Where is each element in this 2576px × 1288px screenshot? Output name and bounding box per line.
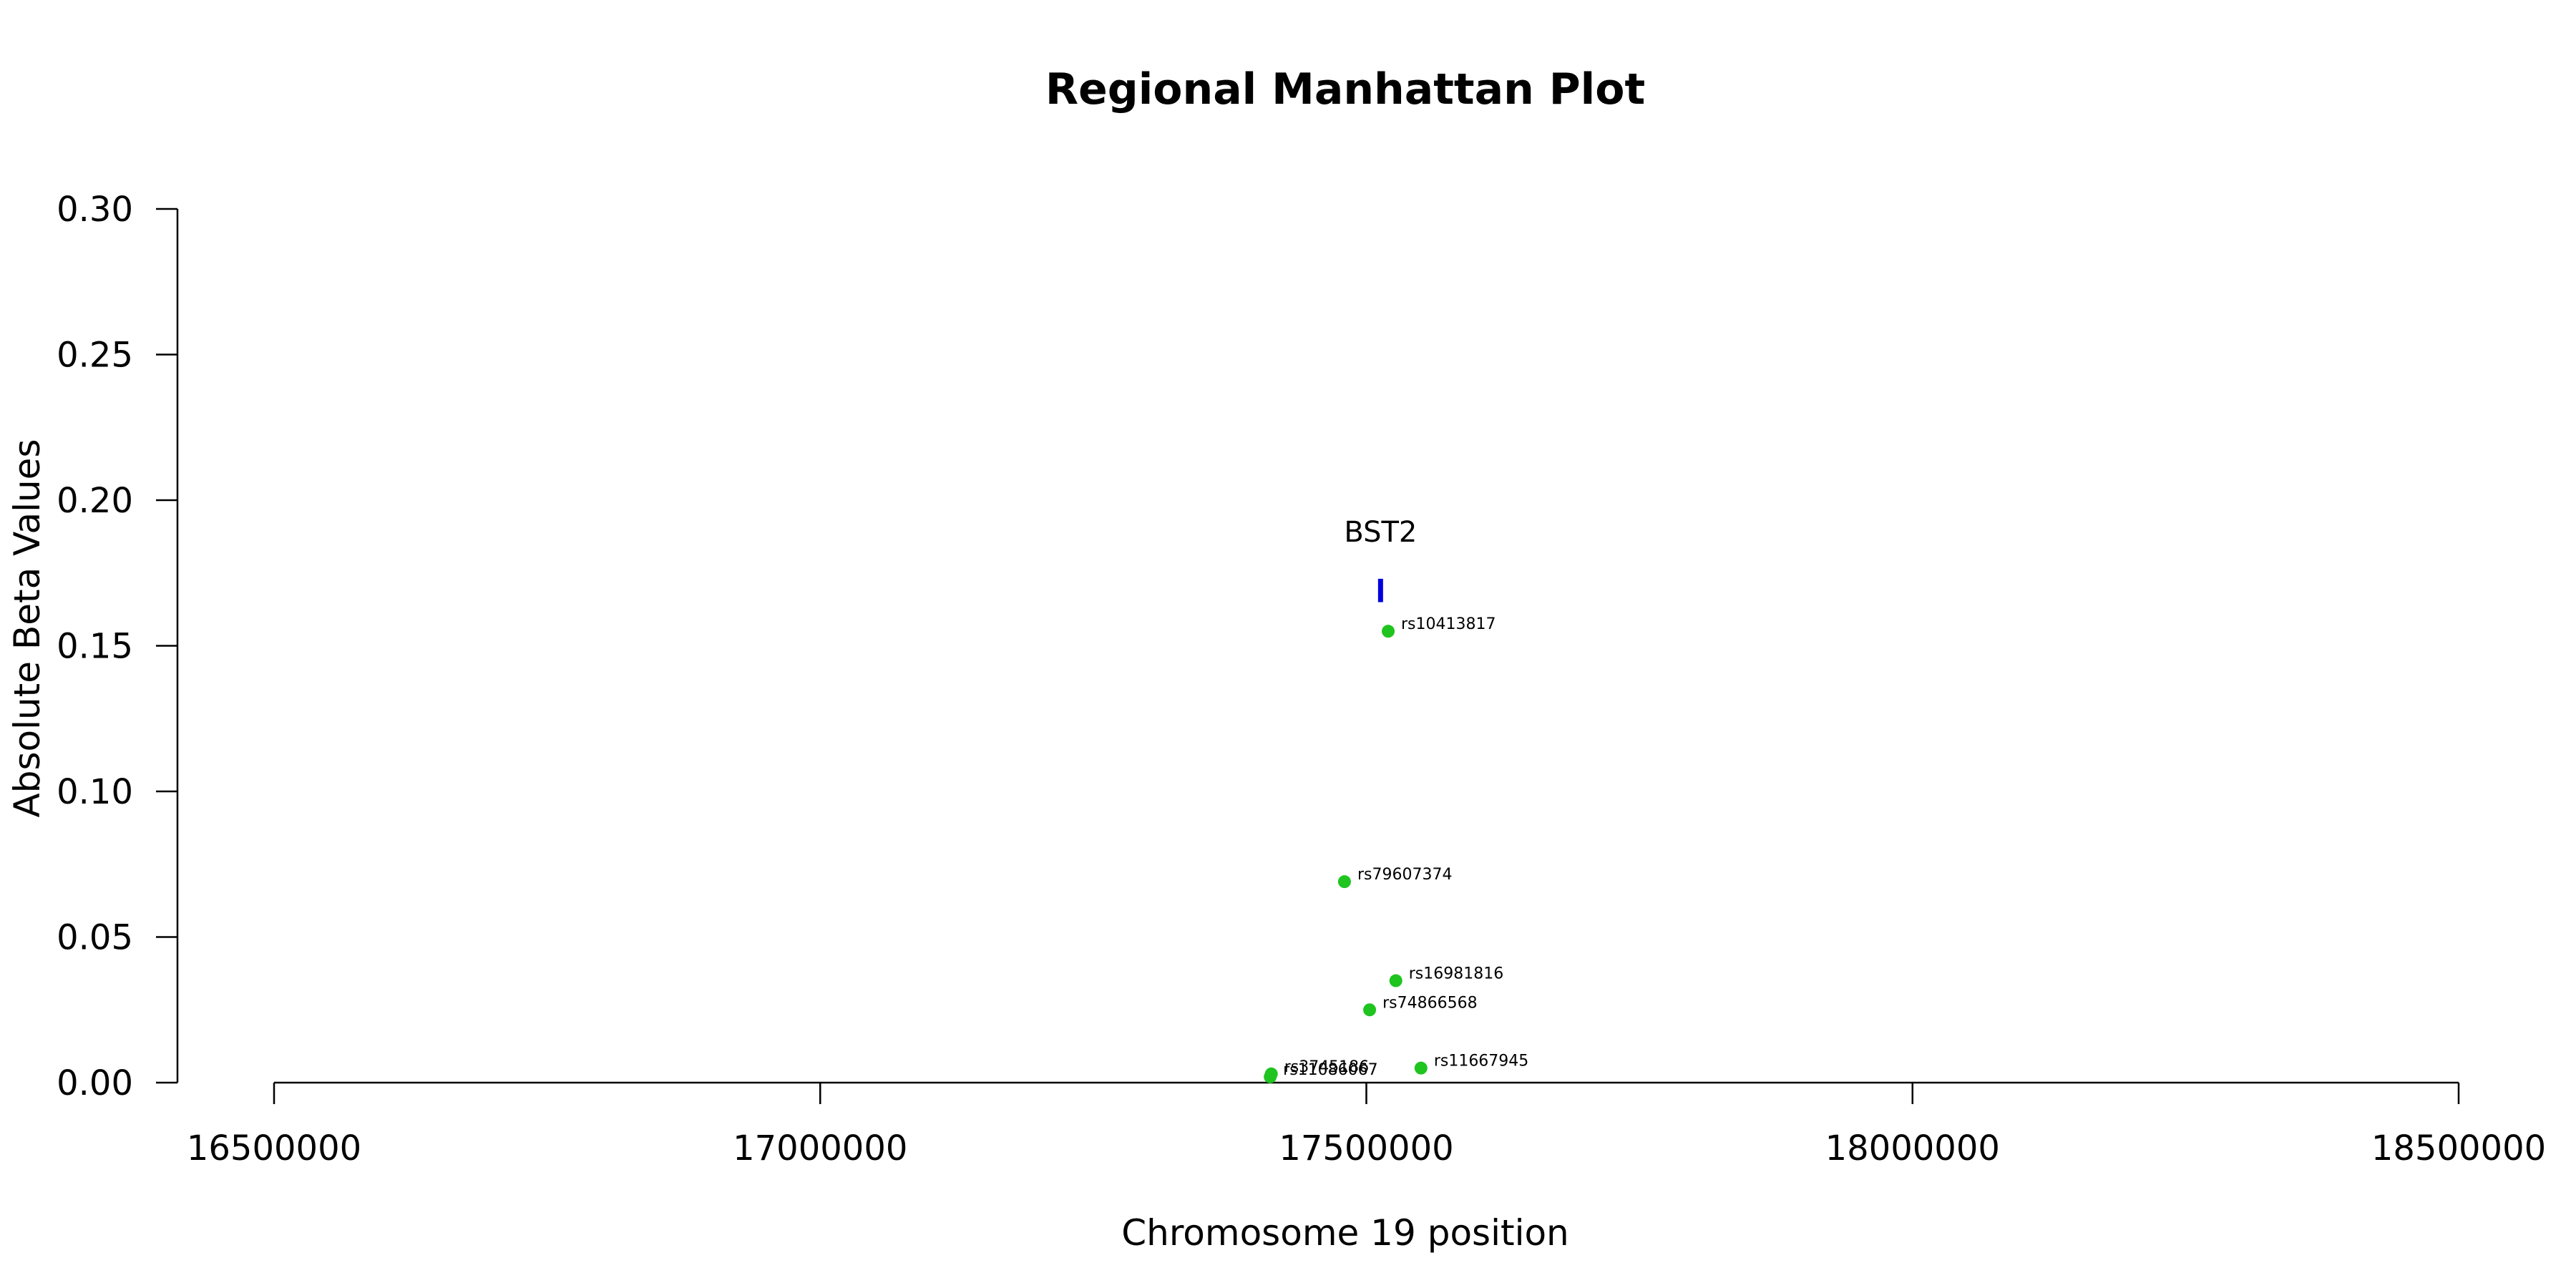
snp-points: rs10413817 rs79607374 rs16981816 rs74866568… — [1264, 615, 1528, 1083]
snp-label: rs16981816 — [1409, 965, 1503, 983]
x-tick-label: 18500000 — [2371, 1128, 2546, 1169]
snp-point — [1382, 625, 1395, 638]
snp-label: rs3745186 — [1284, 1058, 1370, 1076]
snp-label: rs10413817 — [1401, 615, 1496, 633]
y-axis: 0.00 0.05 0.10 0.15 0.20 0.25 0.30 — [57, 190, 179, 1103]
snp-label: rs11667945 — [1434, 1053, 1528, 1070]
snp-label: rs74866568 — [1382, 994, 1477, 1012]
y-tick-label: 0.15 — [57, 627, 133, 667]
y-tick-label: 0.30 — [57, 190, 133, 230]
y-tick-label: 0.25 — [57, 336, 133, 376]
gene-markers: BST2 — [1344, 516, 1417, 602]
chart-title: Regional Manhattan Plot — [1045, 64, 1645, 114]
snp-point — [1337, 875, 1351, 889]
x-tick-label: 16500000 — [187, 1128, 361, 1169]
x-tick-label: 17500000 — [1279, 1128, 1453, 1169]
y-tick-label: 0.20 — [57, 481, 133, 521]
x-tick-label: 18000000 — [1825, 1128, 2000, 1169]
snp-point — [1363, 1003, 1377, 1017]
y-tick-label: 0.10 — [57, 772, 133, 812]
x-axis: 16500000 17000000 17500000 18000000 18500000 — [187, 1081, 2546, 1169]
y-tick-label: 0.05 — [57, 918, 133, 958]
snp-point — [1414, 1061, 1428, 1075]
snp-label: rs79607374 — [1357, 866, 1452, 884]
x-axis-title: Chromosome 19 position — [1121, 1212, 1569, 1254]
gene-label: BST2 — [1344, 516, 1417, 549]
snp-label: rs11086067 — [1283, 1061, 1377, 1079]
snp-point — [1389, 974, 1402, 987]
y-axis-title: Absolute Beta Values — [6, 439, 48, 818]
x-tick-label: 17000000 — [733, 1128, 907, 1169]
y-tick-label: 0.00 — [57, 1063, 133, 1103]
snp-point — [1264, 1070, 1277, 1083]
